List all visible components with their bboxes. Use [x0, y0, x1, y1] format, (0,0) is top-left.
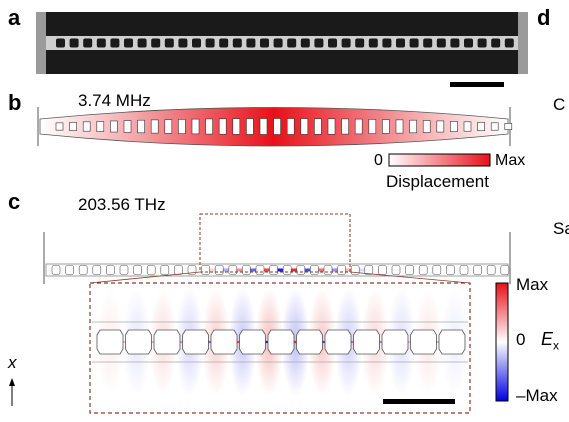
- x-axis-label: x: [8, 353, 17, 372]
- panel-label-c: c: [8, 189, 21, 214]
- optical-mode-beam: [43, 213, 511, 284]
- mechanical-mode-beam: [37, 107, 513, 147]
- displacement-colorbar-min: 0: [374, 152, 383, 169]
- efield-quantity-label: Ex: [541, 330, 559, 352]
- scale-bar-a: [450, 82, 504, 87]
- efield-colorbar-max: Max: [516, 275, 549, 294]
- zoom-connector-left: [89, 271, 201, 284]
- displacement-colorbar-max: Max: [495, 152, 526, 169]
- efield-colorbar: [495, 282, 509, 402]
- panel-label-a: a: [8, 5, 21, 30]
- efield-colorbar-zero: 0: [516, 330, 526, 349]
- scale-bar-c: [383, 399, 455, 404]
- panel-d-fragment-2: Sa: [553, 219, 569, 238]
- sem-image: [36, 12, 528, 74]
- optical-mode-inset: [89, 282, 471, 414]
- panel-label-b: b: [8, 90, 22, 115]
- zoom-connector-right: [349, 271, 471, 284]
- x-axis-arrow: [9, 378, 15, 406]
- frequency-label-b: 3.74 MHz: [78, 91, 151, 110]
- panel-label-d: d: [537, 5, 551, 30]
- efield-quantity-subscript: x: [553, 338, 560, 353]
- panel-d-fragment-1: C: [553, 95, 566, 114]
- efield-colorbar-min: –Max: [516, 386, 558, 405]
- displacement-colorbar: [388, 153, 491, 167]
- frequency-label-c: 203.56 THz: [78, 195, 166, 214]
- efield-quantity-symbol: E: [541, 329, 554, 349]
- displacement-colorbar-title: Displacement: [386, 172, 489, 191]
